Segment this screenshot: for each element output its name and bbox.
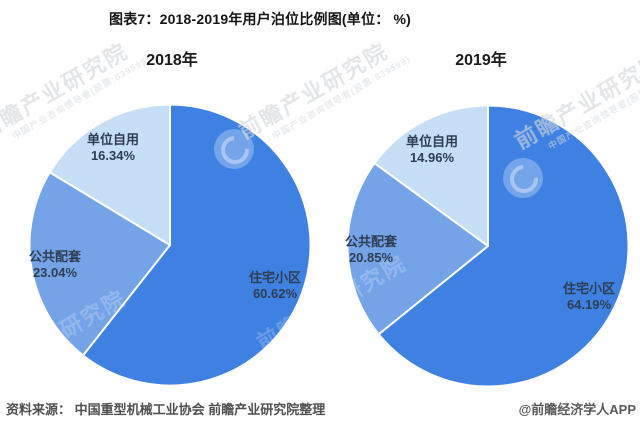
chart-subtitle-2018: 2018年 bbox=[146, 52, 198, 69]
slice-label-name: 公共配套 bbox=[344, 234, 397, 249]
slice-label-value: 14.96% bbox=[409, 150, 455, 165]
pie-chart-2019 bbox=[346, 104, 630, 388]
pie-slice-public bbox=[28, 171, 171, 357]
slice-label-name: 单位自用 bbox=[86, 132, 139, 147]
slice-label-value: 16.34% bbox=[90, 148, 136, 163]
pie-slice-residential bbox=[377, 104, 630, 388]
chart-panel-2018: 2018年 住宅小区 60.62% 公共配套 23.04% 单位自用 16.34… bbox=[0, 40, 320, 410]
slice-label-public: 公共配套 20.85% bbox=[306, 234, 436, 265]
pie-chart-2018 bbox=[28, 103, 312, 387]
slice-label-residential: 住宅小区 60.62% bbox=[210, 270, 340, 301]
slice-label-value: 23.04% bbox=[32, 265, 78, 280]
slice-label-value: 64.19% bbox=[566, 297, 612, 312]
chart-subtitle-2019: 2019年 bbox=[455, 52, 507, 69]
slice-label-unit: 单位自用 16.34% bbox=[48, 132, 178, 163]
pie-slice-unit bbox=[373, 104, 489, 247]
slice-label-public: 公共配套 23.04% bbox=[0, 249, 120, 280]
slice-label-name: 单位自用 bbox=[405, 134, 458, 149]
pie-slice-residential bbox=[82, 103, 312, 387]
slice-label-name: 住宅小区 bbox=[562, 281, 615, 296]
slice-label-value: 60.62% bbox=[252, 286, 298, 301]
slice-label-unit: 单位自用 14.96% bbox=[367, 134, 497, 165]
source-note: 资料来源： 中国重型机械工业协会 前瞻产业研究院整理 bbox=[6, 402, 326, 417]
credit-note: @前瞻经济学人APP bbox=[518, 402, 636, 417]
figure-title: 图表7：2018-2019年用户泊位比例图(单位： %) bbox=[109, 11, 411, 27]
chart-panel-2019: 2019年 住宅小区 64.19% 公共配套 20.85% 单位自用 14.96… bbox=[320, 40, 640, 410]
slice-label-residential: 住宅小区 64.19% bbox=[524, 281, 640, 312]
slice-label-name: 公共配套 bbox=[28, 249, 81, 264]
slice-label-value: 20.85% bbox=[348, 250, 394, 265]
pie-slice-public bbox=[346, 162, 489, 336]
slice-label-name: 住宅小区 bbox=[248, 270, 301, 285]
pie-slice-unit bbox=[48, 103, 171, 246]
